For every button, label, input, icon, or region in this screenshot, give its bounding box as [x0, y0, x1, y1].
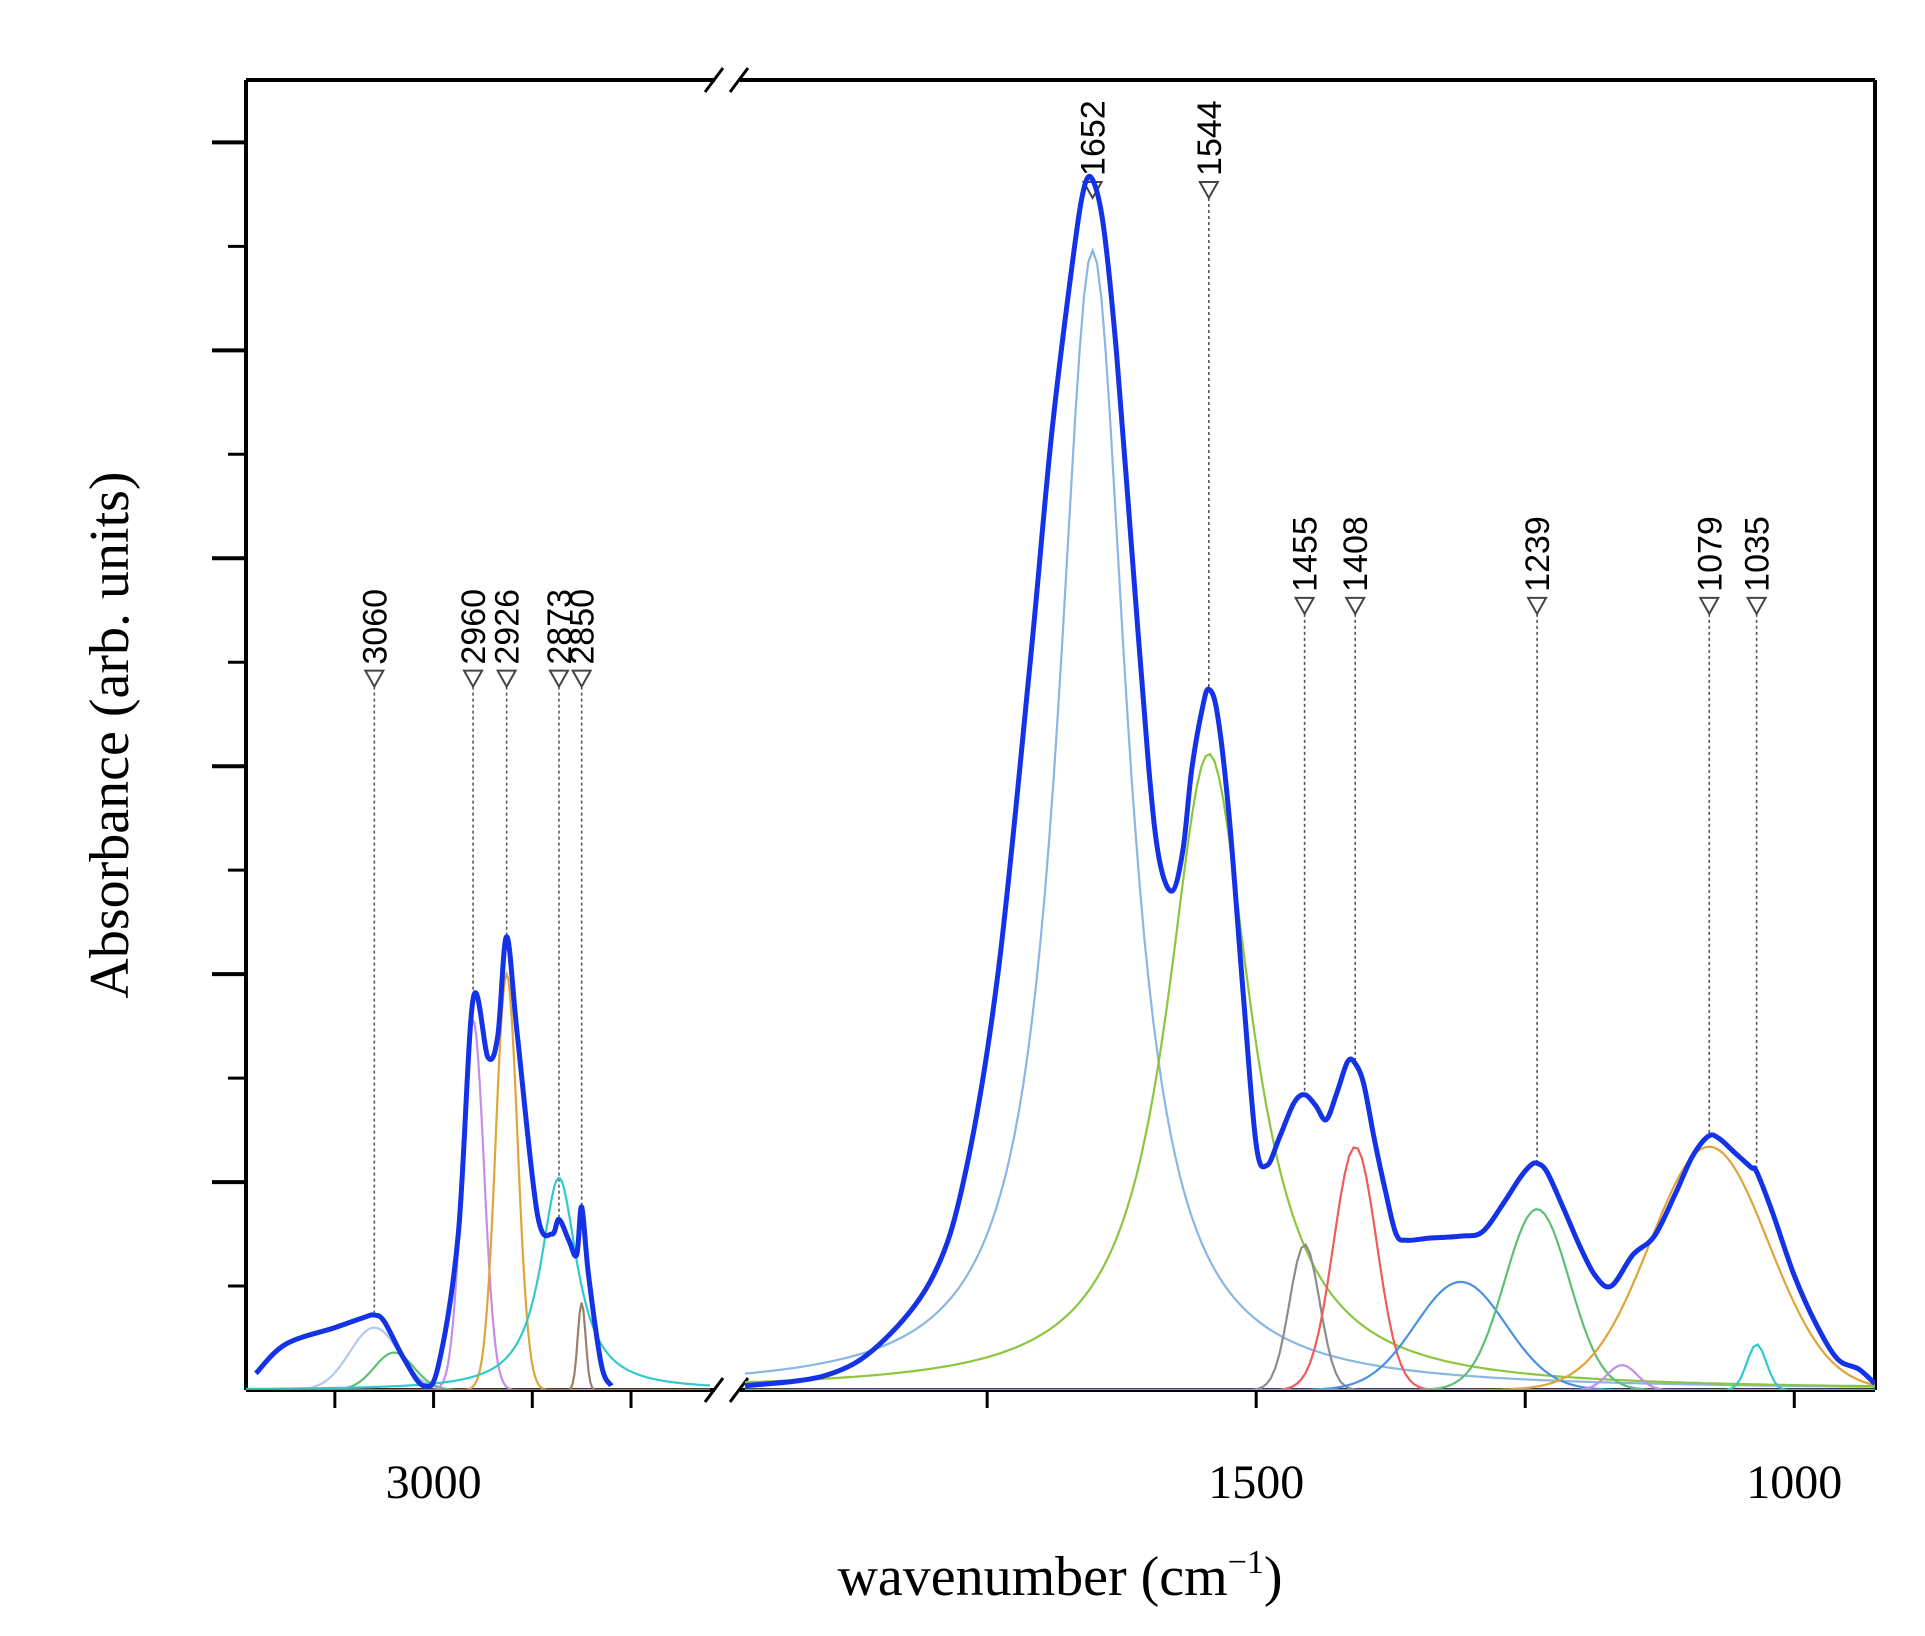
y-axis-title: Absorbance (arb. units) — [79, 471, 141, 998]
peak-1544-label: 1544 — [1191, 100, 1229, 176]
band-1079-curve — [745, 1145, 1875, 1390]
peak-1455-label: 1455 — [1287, 516, 1325, 592]
x-axis-title-close: ) — [1264, 1546, 1283, 1608]
x-tick-label: 1000 — [1746, 1456, 1842, 1509]
peak-2960-label: 2960 — [455, 589, 493, 665]
x-tick-label: 1500 — [1208, 1456, 1304, 1509]
axis-break-mark-bottom-left — [703, 1377, 725, 1403]
band-3060b-curve — [246, 1351, 710, 1390]
axis-break-mark-top-right — [728, 67, 750, 93]
band-2873-curve — [246, 1176, 710, 1390]
band-1160-curve — [745, 1363, 1875, 1390]
band-2960-curve — [246, 1017, 710, 1390]
peak-3060-label: 3060 — [356, 589, 394, 665]
peak-1408-label: 1408 — [1337, 516, 1375, 592]
measured-spectrum-segment-0 — [254, 934, 614, 1390]
peak-2873-marker-icon — [548, 669, 570, 689]
peak-1544-marker-icon — [1198, 180, 1220, 201]
band-2926-curve — [246, 970, 710, 1390]
peak-2850-label: 2850 — [564, 589, 602, 665]
band-1408-curve — [745, 1146, 1875, 1390]
x-axis-title-text: wavenumber (cm — [837, 1546, 1227, 1608]
peak-1652-label: 1652 — [1075, 100, 1113, 176]
peak-2960-marker-icon — [462, 669, 484, 689]
peak-1239-marker-icon — [1526, 596, 1548, 616]
measured-spectrum-segment-1 — [745, 173, 1875, 1389]
peak-2926-label: 2926 — [489, 589, 527, 665]
x-axis-title-superscript: −1 — [1228, 1544, 1264, 1581]
peak-1079-label: 1079 — [1691, 516, 1729, 592]
peak-1239-label: 1239 — [1519, 516, 1557, 592]
x-tick-label: 3000 — [386, 1456, 482, 1509]
peak-1079-marker-icon — [1698, 596, 1720, 616]
band-1652-curve — [745, 247, 1875, 1388]
band-3060-curve — [246, 1326, 710, 1390]
band-1455-curve — [745, 1243, 1875, 1390]
peak-1408-marker-icon — [1344, 596, 1366, 616]
peak-1035-marker-icon — [1745, 596, 1768, 616]
peak-3060-marker-icon — [363, 669, 386, 689]
band-1544-curve — [745, 752, 1875, 1388]
band-1310-curve — [745, 1280, 1875, 1390]
peak-2873-label: 2873 — [541, 589, 579, 665]
axis-break-mark-top-left — [703, 67, 725, 93]
x-axis-title: wavenumber (cm−1) — [837, 1544, 1282, 1608]
peak-1455-marker-icon — [1293, 596, 1316, 616]
peak-2850-marker-icon — [570, 669, 593, 689]
peak-2926-marker-icon — [495, 669, 518, 689]
peak-1035-label: 1035 — [1739, 516, 1777, 592]
